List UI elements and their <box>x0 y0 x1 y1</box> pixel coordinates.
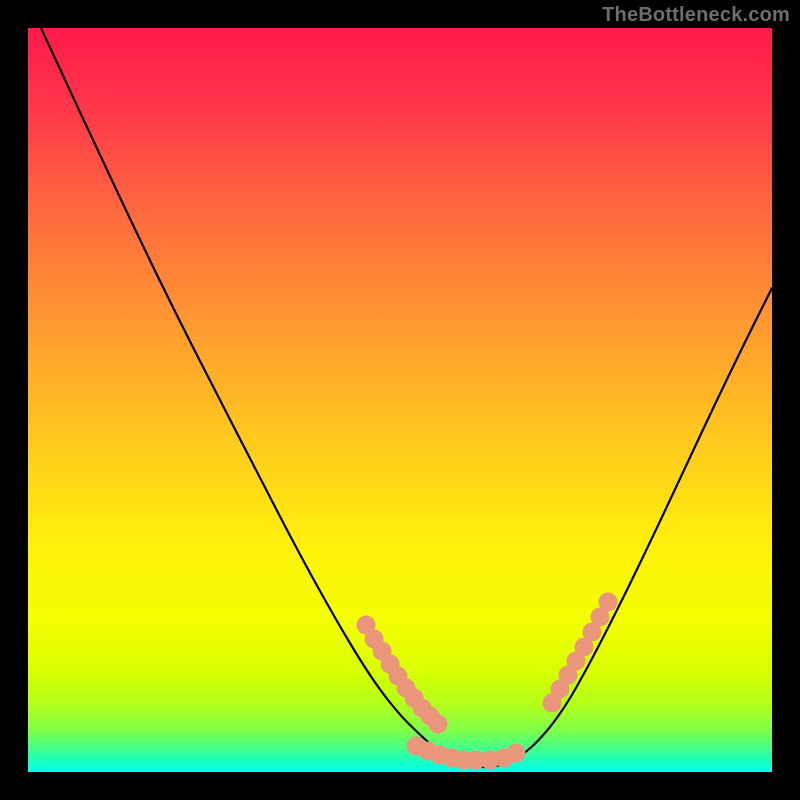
chart-stage: TheBottleneck.com <box>0 0 800 800</box>
bottleneck-curve-chart <box>0 0 800 800</box>
plot-background <box>28 28 772 772</box>
highlight-marker <box>599 593 618 612</box>
highlight-marker <box>429 715 448 734</box>
highlight-marker <box>507 744 526 763</box>
